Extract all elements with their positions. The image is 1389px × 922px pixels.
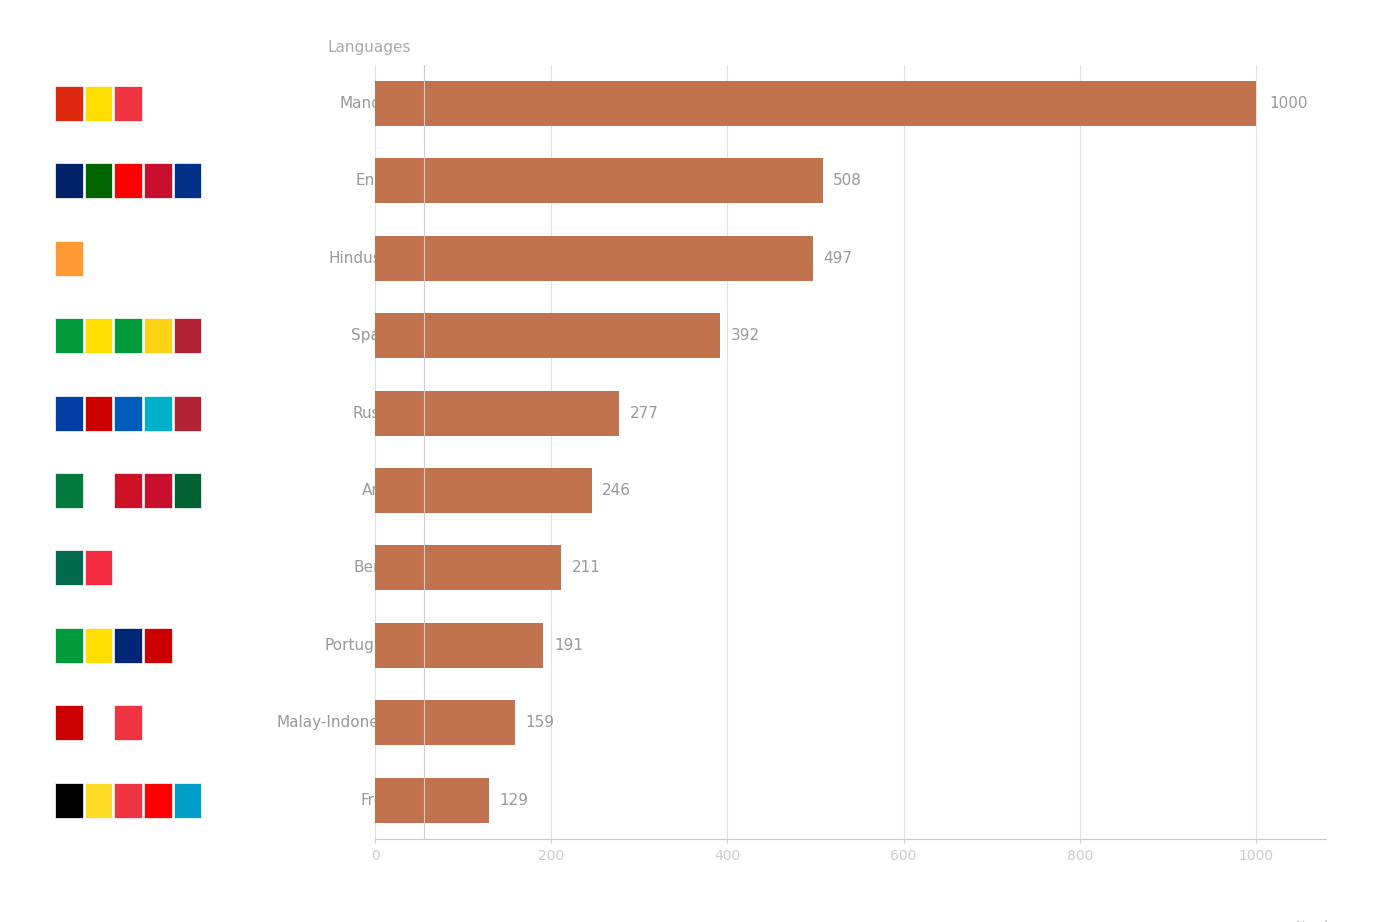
FancyBboxPatch shape [85, 783, 113, 818]
Text: French: French [360, 793, 411, 808]
Text: Malay-Indonesian: Malay-Indonesian [276, 715, 411, 730]
Text: 497: 497 [824, 251, 853, 266]
FancyBboxPatch shape [56, 628, 82, 663]
FancyBboxPatch shape [56, 318, 82, 353]
Text: 277: 277 [629, 406, 658, 420]
FancyBboxPatch shape [114, 318, 142, 353]
Text: Portuguese: Portuguese [325, 638, 411, 653]
FancyBboxPatch shape [56, 163, 82, 198]
FancyBboxPatch shape [85, 396, 113, 431]
Bar [375, 236, 813, 280]
Text: 211: 211 [571, 561, 600, 575]
FancyBboxPatch shape [56, 705, 82, 740]
Text: 246: 246 [603, 483, 632, 498]
Text: 1000: 1000 [1270, 96, 1307, 111]
Text: English: English [356, 173, 411, 188]
Text: Languages: Languages [328, 41, 411, 55]
Bar [375, 778, 489, 822]
FancyBboxPatch shape [85, 318, 113, 353]
FancyBboxPatch shape [85, 705, 113, 740]
Bar [375, 159, 822, 203]
Text: Russian: Russian [351, 406, 411, 420]
FancyBboxPatch shape [85, 86, 113, 121]
FancyBboxPatch shape [174, 318, 201, 353]
FancyBboxPatch shape [174, 473, 201, 508]
FancyBboxPatch shape [174, 783, 201, 818]
FancyBboxPatch shape [56, 86, 82, 121]
FancyBboxPatch shape [114, 705, 142, 740]
FancyBboxPatch shape [114, 86, 142, 121]
Text: 508: 508 [833, 173, 863, 188]
Text: Hindustani: Hindustani [329, 251, 411, 266]
FancyBboxPatch shape [144, 163, 172, 198]
Bar [375, 623, 543, 668]
FancyBboxPatch shape [114, 163, 142, 198]
FancyBboxPatch shape [144, 473, 172, 508]
FancyBboxPatch shape [56, 473, 82, 508]
Bar [375, 313, 721, 358]
Bar [375, 546, 561, 590]
Text: Spanish: Spanish [350, 328, 411, 343]
FancyBboxPatch shape [114, 783, 142, 818]
FancyBboxPatch shape [114, 473, 142, 508]
Bar [375, 468, 592, 513]
FancyBboxPatch shape [114, 396, 142, 431]
Text: 392: 392 [731, 328, 760, 343]
Bar [375, 81, 1256, 125]
FancyBboxPatch shape [56, 783, 82, 818]
Text: 191: 191 [554, 638, 583, 653]
FancyBboxPatch shape [85, 473, 113, 508]
Text: Arabic: Arabic [363, 483, 411, 498]
FancyBboxPatch shape [114, 628, 142, 663]
FancyBboxPatch shape [85, 163, 113, 198]
FancyBboxPatch shape [174, 163, 201, 198]
Text: Mandarin: Mandarin [339, 96, 411, 111]
Text: 159: 159 [525, 715, 554, 730]
FancyBboxPatch shape [85, 550, 113, 585]
Text: Number
of speakers
(millions): Number of speakers (millions) [1296, 920, 1368, 922]
FancyBboxPatch shape [144, 628, 172, 663]
Text: Bengali: Bengali [354, 561, 411, 575]
FancyBboxPatch shape [85, 628, 113, 663]
Bar [375, 701, 515, 745]
FancyBboxPatch shape [56, 396, 82, 431]
Bar [375, 391, 619, 435]
FancyBboxPatch shape [144, 396, 172, 431]
FancyBboxPatch shape [144, 318, 172, 353]
FancyBboxPatch shape [56, 550, 82, 585]
FancyBboxPatch shape [144, 783, 172, 818]
FancyBboxPatch shape [174, 396, 201, 431]
FancyBboxPatch shape [56, 241, 82, 276]
Text: 129: 129 [499, 793, 528, 808]
